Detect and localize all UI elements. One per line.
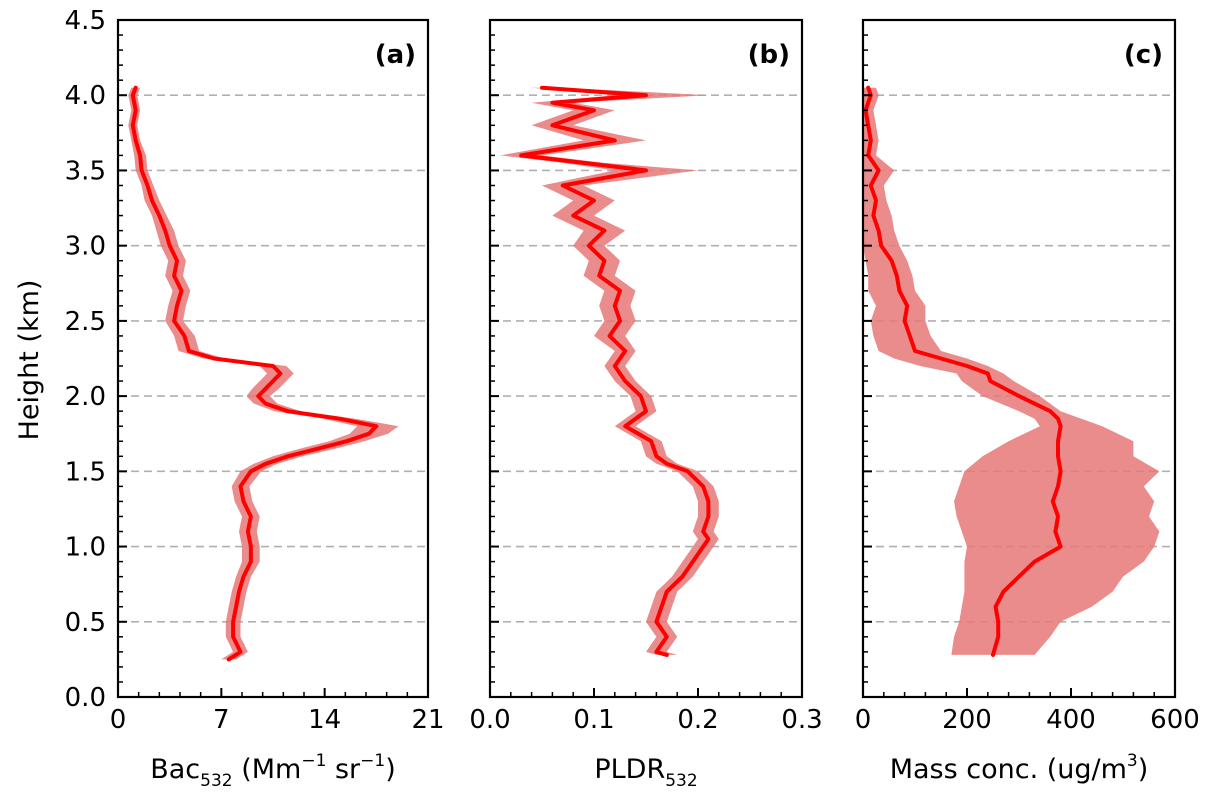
x-axis-title: Mass conc. (ug/m3) — [890, 751, 1149, 785]
x-axis-title-part: −1 — [360, 751, 385, 771]
x-tick-label: 14 — [308, 705, 341, 735]
x-axis-title-part: 532 — [200, 771, 232, 791]
x-axis-title: Bac532 (Mm−1 sr−1) — [150, 751, 396, 791]
x-tick-label: 200 — [942, 705, 992, 735]
uncertainty-band — [863, 87, 1160, 655]
profile-line — [130, 85, 379, 662]
plot-frame — [116, 18, 430, 699]
x-axis-title-part: Bac — [150, 754, 200, 785]
y-axis-title-group: Height (km) — [14, 280, 45, 441]
panel-label: (a) — [375, 40, 416, 70]
profile-line — [863, 85, 1063, 657]
panel-1: 0 7 14 21 0.0 0.5 1.0 1.5 2.0 2.5 3.0 3.5 4.0 4.5 (a) B… — [65, 6, 445, 791]
plot-frame — [488, 18, 804, 699]
panel-label: (c) — [1124, 40, 1163, 70]
x-axis-title-part: PLDR — [594, 754, 665, 785]
x-tick-label: 7 — [213, 705, 230, 735]
x-axis-title-part: 3 — [1127, 751, 1138, 771]
plot-frame — [861, 18, 1177, 699]
panel-label: (b) — [748, 40, 790, 70]
uncertainty-band — [500, 87, 719, 655]
x-tick-label: 0 — [110, 705, 127, 735]
x-tick-label: 600 — [1150, 705, 1200, 735]
y-tick-label: 1.0 — [65, 533, 106, 563]
x-axis-title-part: ) — [385, 754, 396, 785]
panel-2: 0.0 0.1 0.2 0.3 (b) PLDR532 — [469, 18, 823, 791]
y-tick-label: 0.0 — [65, 683, 106, 713]
x-tick-label: 400 — [1046, 705, 1096, 735]
y-tick-label: 0.5 — [65, 608, 106, 638]
x-axis-title-part: Mass conc. (ug/m — [890, 754, 1127, 785]
panel-3: 0 200 400 600 (c) Mass conc. (ug/m3) — [855, 18, 1200, 785]
x-axis-title-part: ) — [1138, 754, 1149, 785]
x-tick-label: 0.0 — [469, 705, 510, 735]
x-tick-label: 21 — [411, 705, 444, 735]
x-tick-label: 0.2 — [677, 705, 718, 735]
x-axis-title-part: 532 — [665, 771, 697, 791]
y-tick-label: 4.5 — [65, 6, 106, 36]
y-axis-title: Height (km) — [14, 280, 45, 441]
x-tick-label: 0 — [855, 705, 872, 735]
profile-line — [519, 85, 711, 657]
y-tick-label: 1.5 — [65, 457, 106, 487]
x-axis-title-part: sr — [326, 754, 361, 785]
x-tick-label: 0.3 — [781, 705, 822, 735]
x-axis-title-part: −1 — [301, 751, 326, 771]
y-tick-label: 2.0 — [65, 382, 106, 412]
x-axis-title-part: (Mm — [233, 754, 302, 785]
y-tick-label: 3.5 — [65, 156, 106, 186]
x-tick-label: 0.1 — [573, 705, 614, 735]
uncertainty-band — [128, 87, 399, 660]
panels: 0 7 14 21 0.0 0.5 1.0 1.5 2.0 2.5 3.0 3.5 4.0 4.5 (a) B… — [65, 6, 1200, 791]
y-tick-label: 2.5 — [65, 307, 106, 337]
y-tick-label: 4.0 — [65, 81, 106, 111]
y-tick-label: 3.0 — [65, 232, 106, 262]
x-axis-title: PLDR532 — [594, 754, 697, 791]
